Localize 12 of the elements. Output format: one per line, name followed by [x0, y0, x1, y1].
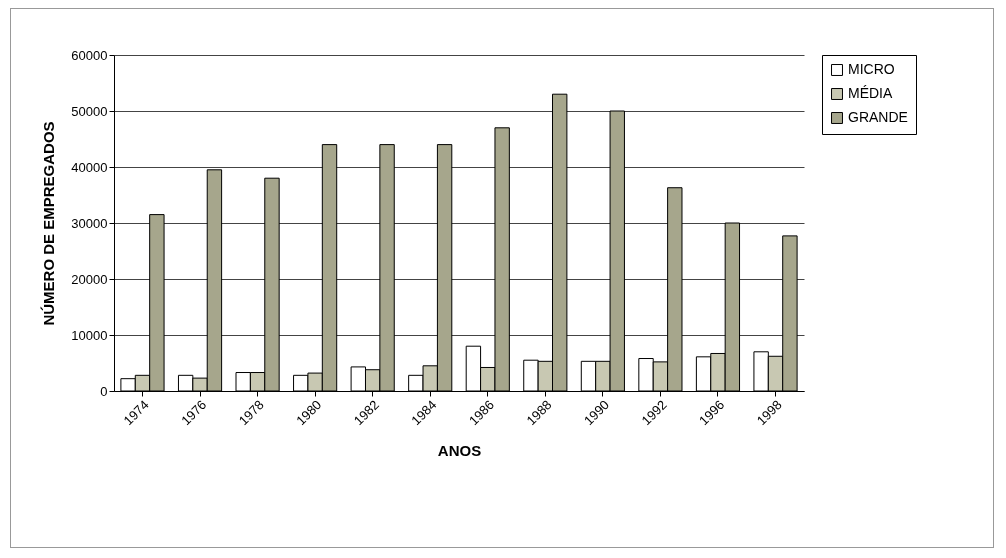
x-axis-title: ANOS: [437, 442, 482, 460]
y-tick-label: 0: [100, 383, 108, 399]
y-axis-title: NÚMERO DE EMPREGADOS: [40, 121, 58, 326]
legend-label: MÉDIA: [848, 85, 893, 101]
y-tick-label: 20000: [71, 271, 108, 287]
y-tick-label: 50000: [71, 103, 108, 119]
y-tick-label: 10000: [71, 327, 108, 343]
legend-label: GRANDE: [848, 109, 908, 125]
legend-label: MICRO: [848, 61, 895, 77]
y-tick-label: 40000: [71, 159, 108, 175]
y-tick-label: 30000: [71, 215, 108, 231]
y-tick-label: 60000: [71, 47, 108, 63]
